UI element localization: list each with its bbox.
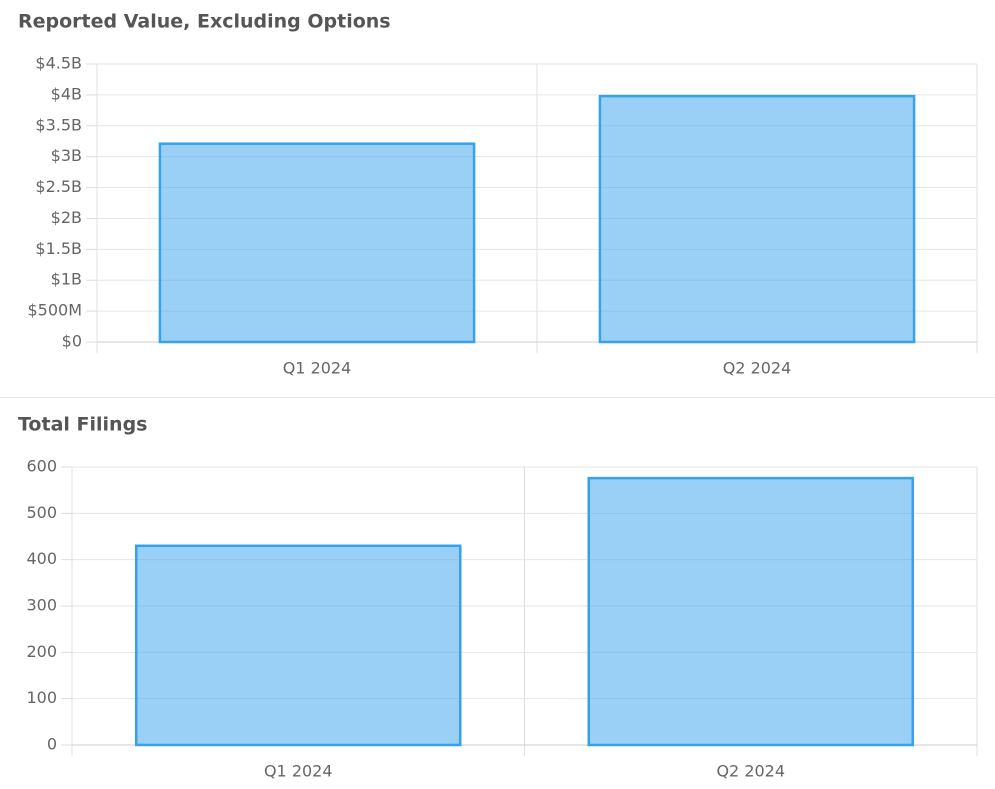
y-tick-label: 400 xyxy=(26,549,57,568)
y-tick-label: 0 xyxy=(47,735,57,754)
chart-title: Reported Value, Excluding Options xyxy=(18,11,391,33)
y-tick-label: $0 xyxy=(62,332,82,351)
y-tick-label: $2.5B xyxy=(35,177,82,196)
bar xyxy=(587,476,914,747)
y-tick-label: $4.5B xyxy=(35,54,82,73)
y-tick-label: $2B xyxy=(51,208,82,227)
y-tick-label: 100 xyxy=(26,688,57,707)
bar xyxy=(158,142,476,344)
y-tick-label: $4B xyxy=(51,84,82,103)
x-tick-label: Q1 2024 xyxy=(264,762,333,781)
y-tick-label: $500M xyxy=(27,301,82,320)
bar xyxy=(135,544,462,747)
y-tick-label: 600 xyxy=(26,457,57,476)
bar xyxy=(598,94,916,344)
x-tick-label: Q1 2024 xyxy=(283,359,352,378)
x-tick-label: Q2 2024 xyxy=(716,762,785,781)
y-tick-label: 500 xyxy=(26,503,57,522)
y-tick-label: $1B xyxy=(51,270,82,289)
y-tick-label: $3B xyxy=(51,146,82,165)
chart-title: Total Filings xyxy=(18,414,147,436)
y-tick-label: $3.5B xyxy=(35,115,82,134)
y-tick-label: $1.5B xyxy=(35,239,82,258)
x-tick-label: Q2 2024 xyxy=(723,359,792,378)
y-tick-label: 200 xyxy=(26,642,57,661)
y-tick-label: 300 xyxy=(26,596,57,615)
